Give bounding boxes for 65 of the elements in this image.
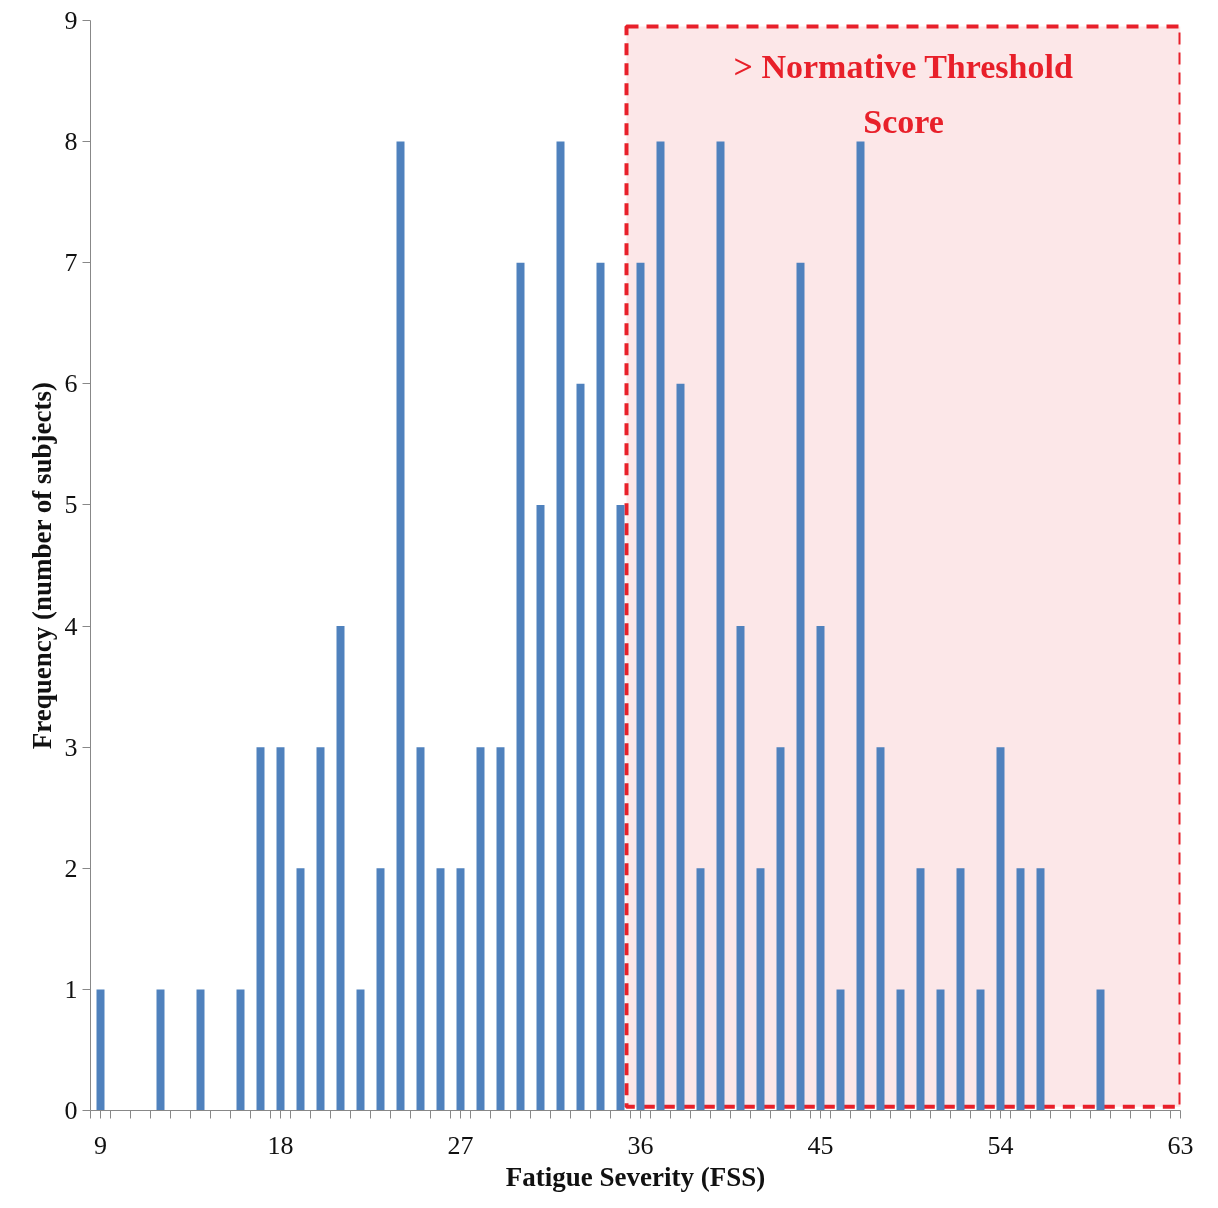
x-tick-label: 18 [267,1130,294,1160]
y-axis-title: Frequency (number of subjects) [26,382,57,750]
bar [1016,868,1025,1111]
x-tick-label: 36 [627,1130,654,1160]
y-tick-label: 3 [64,732,78,762]
y-tick-label: 9 [64,6,78,35]
bar [736,626,745,1111]
x-tick-label: 9 [94,1130,107,1160]
x-tick-label: 45 [807,1130,834,1160]
bar [596,262,605,1111]
bar [256,747,265,1111]
bar [296,868,305,1111]
bar [976,989,985,1111]
bar [336,626,345,1111]
bar [856,141,865,1111]
bar [636,262,645,1111]
y-tick-label: 2 [64,853,78,883]
bar [196,989,205,1111]
y-tick-label: 1 [64,974,78,1004]
band-label: > Normative Threshold Score [733,48,1073,140]
bar [936,989,945,1111]
bar [876,747,885,1111]
y-tick-label: 4 [64,611,78,641]
bar [916,868,925,1111]
bar [416,747,425,1111]
bar [656,141,665,1111]
bar [396,141,405,1111]
bar [96,989,105,1111]
bar [616,504,625,1111]
bar [456,868,465,1111]
bar [376,868,385,1111]
bar [556,141,565,1111]
bar [536,504,545,1111]
bar [816,626,825,1111]
y-tick-label: 8 [64,127,78,157]
bar [716,141,725,1111]
bar [956,868,965,1111]
bar [476,747,485,1111]
bar [1096,989,1105,1111]
y-tick-label: 7 [64,248,78,278]
bar [576,383,585,1111]
y-tick-label: 6 [64,369,78,399]
bar [496,747,505,1111]
bar [756,868,765,1111]
y-tick-label: 5 [64,490,78,520]
bar [356,989,365,1111]
y-tick-label: 0 [64,1096,78,1125]
bar [696,868,705,1111]
x-tick-label: 63 [1167,1130,1194,1160]
x-tick-label: 27 [447,1130,474,1160]
bar [836,989,845,1111]
bar [276,747,285,1111]
bar [776,747,785,1111]
bar [896,989,905,1111]
bar [156,989,165,1111]
bar [236,989,245,1111]
x-tick-label: 54 [987,1130,1014,1160]
bar [996,747,1005,1111]
x-axis-title: Fatigue Severity (FSS) [505,1161,766,1192]
bar [1036,868,1045,1111]
bar [516,262,525,1111]
bar [676,383,685,1111]
bar [316,747,325,1111]
bar [436,868,445,1111]
bar [796,262,805,1111]
